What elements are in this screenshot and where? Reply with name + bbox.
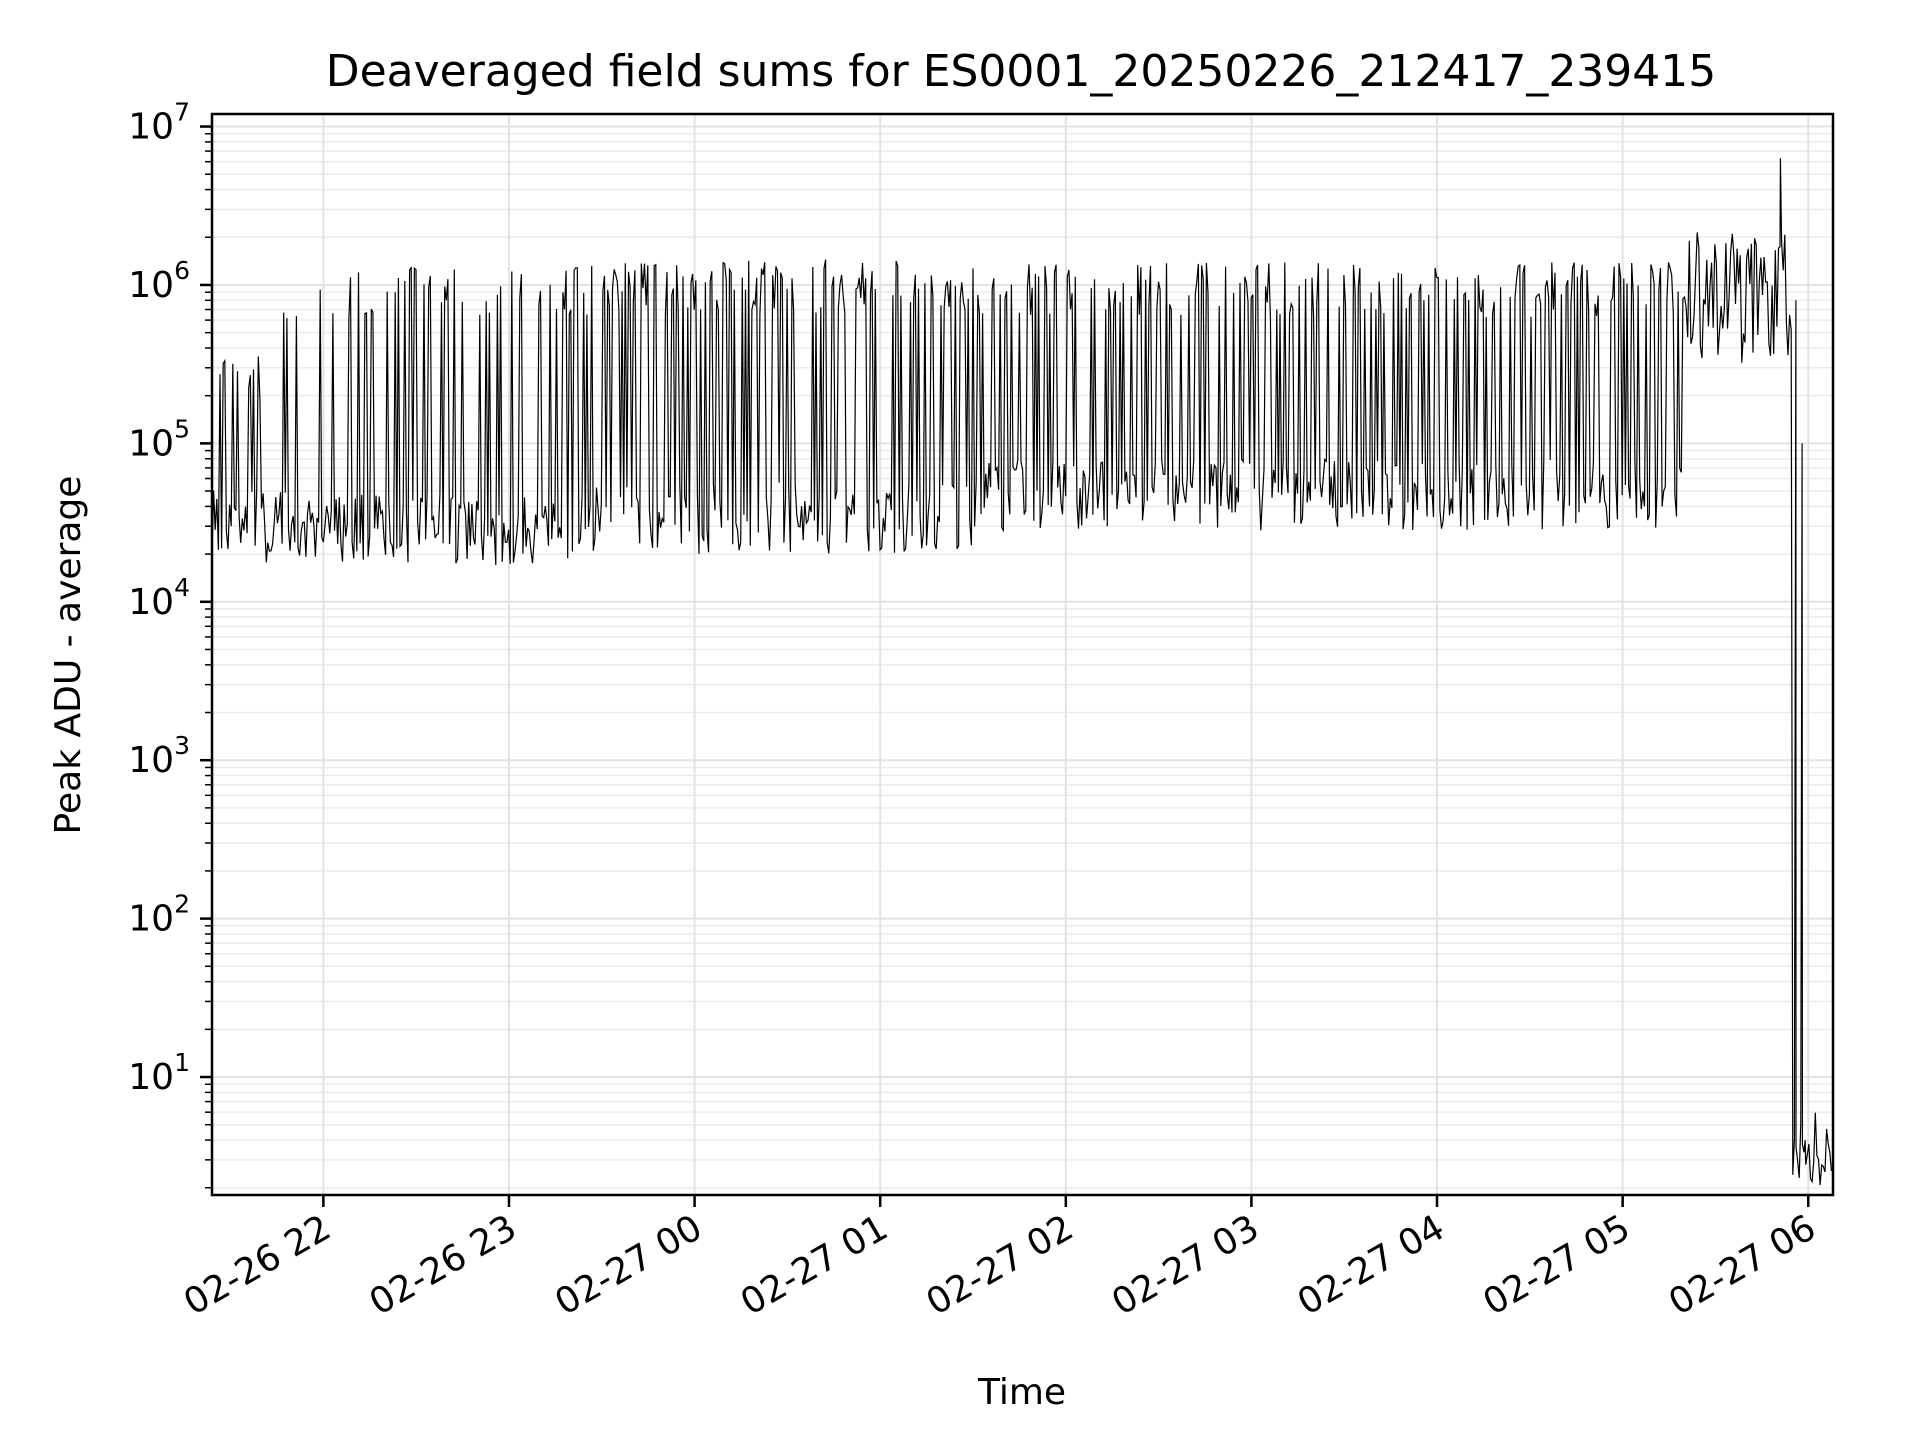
- grid-lines: [212, 114, 1833, 1195]
- x-tick-label: 02-27 06: [1662, 1207, 1823, 1323]
- y-tick-label: 106: [128, 256, 190, 306]
- y-tick-exponent: 3: [174, 731, 190, 760]
- chart-title: Deaveraged field sums for ES0001_2025022…: [326, 46, 1717, 97]
- x-tick-labels: 02-26 22 02-26 23 02-27 00 02-27 01 02-27 02…: [177, 1207, 1823, 1323]
- x-tick-label: 02-27 03: [1105, 1207, 1266, 1323]
- y-tick-base: 10: [128, 582, 174, 623]
- y-tick-label: 107: [128, 98, 190, 148]
- y-tick-exponent: 1: [174, 1048, 190, 1077]
- y-tick-label: 101: [128, 1048, 190, 1098]
- x-tick-label: 02-27 02: [920, 1207, 1081, 1323]
- axes-frame: [210, 112, 1835, 1197]
- x-tick-label: 02-27 05: [1476, 1207, 1637, 1323]
- y-tick-base: 10: [128, 899, 174, 940]
- y-tick-exponent: 7: [174, 98, 190, 127]
- y-tick-base: 10: [128, 265, 174, 306]
- y-tick-exponent: 4: [174, 573, 190, 602]
- axis-ticks: [200, 125, 1810, 1207]
- y-tick-exponent: 2: [174, 890, 190, 919]
- y-tick-exponent: 5: [174, 414, 190, 443]
- y-tick-base: 10: [128, 107, 174, 148]
- y-tick-exponent: 6: [174, 256, 190, 285]
- x-tick-label: 02-26 23: [363, 1207, 524, 1323]
- x-tick-label: 02-26 22: [177, 1207, 338, 1323]
- x-tick-label: 02-27 01: [734, 1207, 895, 1323]
- y-tick-label: 102: [128, 890, 190, 940]
- plot-area: [211, 158, 1832, 1186]
- series-line: [211, 158, 1832, 1186]
- x-tick-label: 02-27 04: [1291, 1207, 1452, 1323]
- y-axis-label: Peak ADU - average: [48, 476, 89, 835]
- y-tick-label: 104: [128, 573, 190, 623]
- x-axis-label: Time: [977, 1372, 1066, 1413]
- y-tick-label: 103: [128, 731, 190, 781]
- y-tick-base: 10: [128, 1057, 174, 1098]
- y-tick-base: 10: [128, 423, 174, 464]
- y-tick-label: 105: [128, 414, 190, 464]
- x-tick-label: 02-27 00: [548, 1207, 709, 1323]
- y-tick-base: 10: [128, 740, 174, 781]
